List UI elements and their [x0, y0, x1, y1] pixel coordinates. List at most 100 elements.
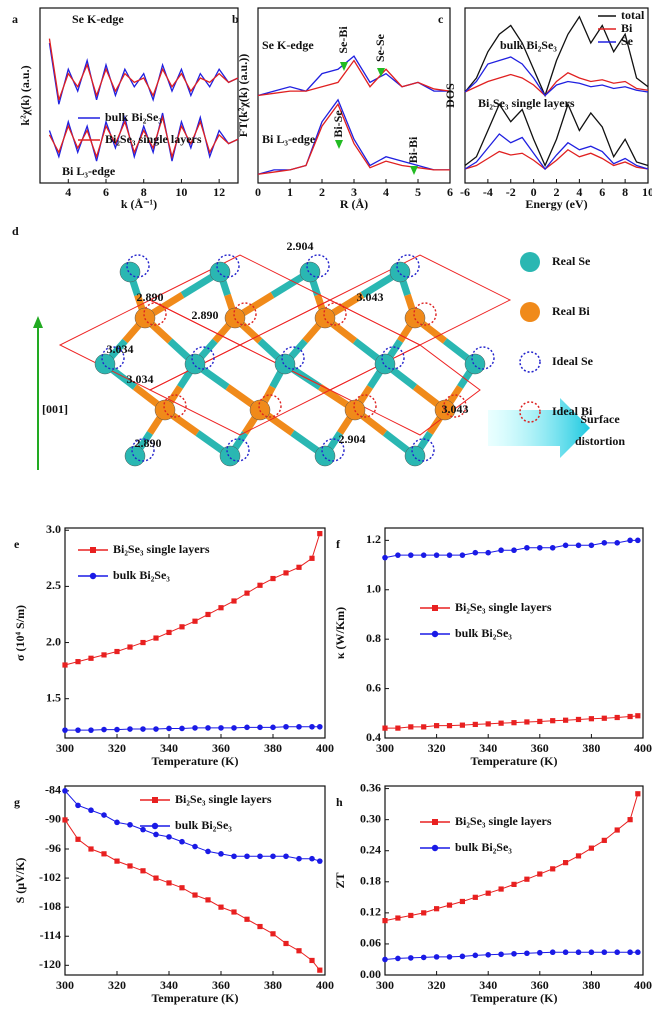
y-tick-label: 0.12	[360, 905, 381, 919]
x-tick-label: 320	[108, 741, 126, 755]
marker	[309, 855, 315, 862]
bond-length: 2.890	[137, 290, 164, 304]
marker	[627, 817, 633, 823]
atom	[314, 445, 336, 467]
marker	[257, 724, 263, 731]
arrow-head	[33, 316, 43, 328]
x-tick-label: 340	[479, 741, 497, 755]
marker	[309, 555, 315, 561]
marker	[588, 845, 594, 851]
marker	[192, 892, 198, 898]
y-tick-label: -102	[39, 870, 61, 884]
marker	[635, 713, 641, 719]
ideal-site	[191, 346, 215, 370]
annotation-arrow	[410, 166, 418, 175]
marker	[627, 713, 633, 720]
marker	[614, 827, 620, 833]
marker	[588, 949, 595, 956]
marker	[524, 876, 530, 882]
y-tick-label: 3.0	[46, 522, 61, 536]
y-tick-label: 0.6	[366, 680, 381, 694]
marker	[88, 727, 94, 733]
marker	[309, 723, 315, 730]
marker	[459, 898, 465, 905]
legend-label: Se	[621, 34, 634, 48]
marker	[270, 724, 276, 731]
marker	[446, 723, 453, 729]
atom	[119, 261, 141, 283]
x-axis-title: Energy (eV)	[525, 197, 587, 211]
marker	[459, 722, 465, 728]
y-tick-label: -96	[45, 841, 61, 855]
marker	[270, 931, 276, 937]
marker	[127, 863, 133, 869]
legend-marker	[432, 605, 438, 611]
bond-length: 3.034	[127, 372, 154, 386]
panel-label: g	[14, 795, 20, 809]
x-tick-label: 400	[634, 741, 652, 755]
x-tick-label: 340	[160, 741, 178, 755]
y-tick-label: 0.18	[360, 874, 381, 888]
series-line	[48, 42, 239, 105]
legend-label: Ideal Se	[552, 354, 594, 368]
marker	[446, 954, 453, 960]
panel-label: d	[12, 224, 19, 238]
x-tick-label: 1	[287, 185, 293, 199]
legend-label: Bi₂Se₃ single layers	[105, 132, 202, 146]
panel-label: b	[232, 12, 239, 26]
ideal-site	[131, 438, 155, 462]
marker	[550, 718, 556, 724]
x-tick-label: 2	[554, 185, 560, 199]
marker	[62, 817, 68, 823]
marker	[283, 853, 289, 860]
marker	[511, 950, 517, 957]
marker	[635, 537, 641, 544]
marker	[62, 788, 68, 794]
legend-marker	[431, 630, 439, 638]
annotation: Se K-edge	[72, 12, 124, 26]
marker	[420, 954, 427, 961]
arrow-label: Surface	[580, 412, 620, 426]
ideal-site	[216, 254, 240, 278]
x-tick-label: 0	[531, 185, 537, 199]
y-tick-label: 2.5	[46, 578, 61, 592]
ideal-site	[126, 254, 150, 278]
marker	[588, 542, 595, 549]
marker	[296, 723, 302, 730]
marker	[127, 644, 133, 650]
x-tick-label: 8	[141, 185, 147, 199]
ideal-site	[258, 394, 282, 418]
distortion-arrow	[488, 398, 590, 458]
marker	[166, 834, 172, 840]
legend-marker	[431, 844, 439, 852]
atom	[299, 261, 321, 283]
plot-frame	[39, 7, 239, 184]
marker	[127, 726, 133, 732]
y-tick-label: 0.8	[366, 631, 381, 645]
marker	[218, 605, 224, 611]
marker	[114, 858, 120, 864]
y-axis-title: κ (W/Km)	[333, 607, 347, 659]
marker	[192, 725, 198, 731]
ideal-site	[143, 302, 167, 326]
marker	[179, 725, 185, 732]
marker	[205, 848, 211, 855]
legend-label: bulk Bi₂Se₃	[105, 110, 162, 124]
legend-label: Real Se	[552, 254, 591, 268]
y-axis-title: σ (10⁴ S/m)	[13, 605, 27, 661]
marker	[485, 549, 492, 556]
marker	[537, 949, 543, 956]
marker	[498, 951, 504, 958]
marker	[549, 544, 556, 551]
marker	[244, 724, 250, 731]
marker	[179, 885, 185, 891]
x-tick-label: 300	[56, 741, 74, 755]
marker	[537, 544, 543, 551]
marker	[231, 853, 237, 860]
marker	[614, 540, 620, 546]
x-tick-label: 300	[376, 978, 394, 992]
marker	[153, 831, 159, 838]
marker	[562, 542, 569, 549]
x-tick-label: 10	[175, 185, 187, 199]
series-line	[48, 114, 239, 160]
